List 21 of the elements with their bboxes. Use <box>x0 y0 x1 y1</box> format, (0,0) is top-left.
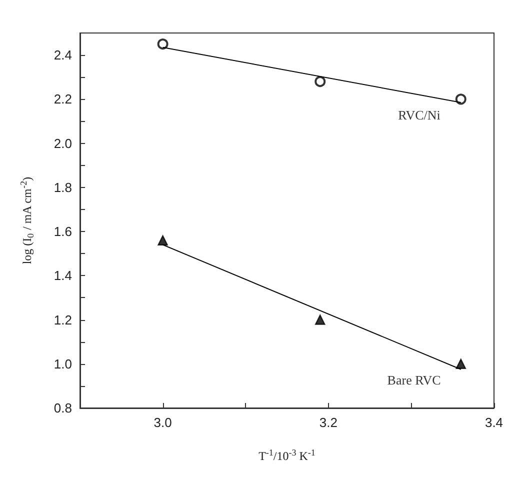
x-tick-label: 3.4 <box>484 415 504 430</box>
series-label: RVC/Ni <box>398 108 441 123</box>
x-tick-label: 3.2 <box>319 415 338 430</box>
y-tick-label: 0.8 <box>54 400 72 416</box>
point <box>455 94 466 105</box>
y-tick-label: 1.8 <box>54 180 72 195</box>
x-tick-label: 3.0 <box>154 415 172 430</box>
y-tick-label: 1.6 <box>54 224 72 240</box>
y-tick-label: 1.0 <box>54 356 72 372</box>
y-tick-label: 2.2 <box>54 92 72 107</box>
point <box>315 314 326 325</box>
point <box>314 76 326 88</box>
point <box>157 38 168 50</box>
point <box>456 358 466 369</box>
point <box>158 235 168 246</box>
y-tick-label: 2.0 <box>54 136 72 151</box>
y-axis-title: log (I0 / mA cm-2) <box>18 176 36 264</box>
y-tick-label: 1.2 <box>54 312 72 328</box>
y-tick-label: 2.4 <box>54 48 72 63</box>
y-tick-label: 1.4 <box>54 268 72 284</box>
series-label: Bare RVC <box>387 372 441 388</box>
